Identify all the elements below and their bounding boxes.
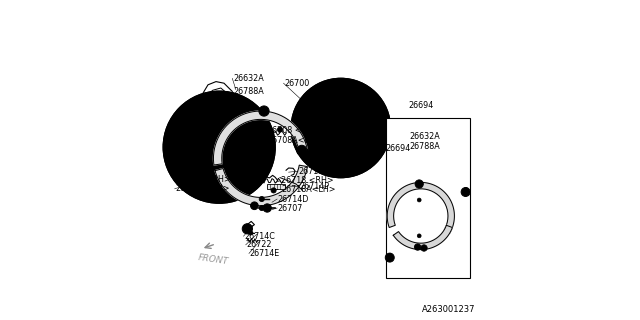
Text: 26642: 26642 bbox=[363, 111, 388, 120]
Text: 26788A: 26788A bbox=[233, 87, 264, 96]
Text: 26717: 26717 bbox=[298, 167, 324, 176]
Text: 26700: 26700 bbox=[284, 79, 309, 88]
Text: FRONT: FRONT bbox=[198, 253, 230, 266]
Circle shape bbox=[417, 234, 421, 238]
Circle shape bbox=[353, 147, 360, 153]
Text: 26704B<LH>: 26704B<LH> bbox=[175, 184, 230, 193]
Circle shape bbox=[461, 188, 470, 196]
Circle shape bbox=[163, 91, 275, 203]
Text: 26718 <RH>: 26718 <RH> bbox=[281, 176, 333, 185]
Circle shape bbox=[249, 231, 253, 235]
Text: 26722: 26722 bbox=[246, 240, 272, 249]
Text: 1: 1 bbox=[244, 224, 250, 233]
Bar bbox=[268, 184, 285, 189]
Circle shape bbox=[421, 245, 428, 251]
Circle shape bbox=[364, 116, 370, 123]
Circle shape bbox=[263, 204, 271, 212]
Text: 26694: 26694 bbox=[408, 101, 433, 110]
Text: 26718A<LH>: 26718A<LH> bbox=[281, 185, 335, 194]
Text: 26688B: 26688B bbox=[169, 119, 200, 128]
Circle shape bbox=[385, 253, 394, 262]
Circle shape bbox=[259, 205, 264, 211]
Text: 26708A<LH>: 26708A<LH> bbox=[268, 136, 322, 145]
Text: A263001237: A263001237 bbox=[422, 305, 475, 314]
Circle shape bbox=[259, 106, 269, 116]
Circle shape bbox=[297, 145, 307, 156]
Circle shape bbox=[312, 116, 318, 123]
Text: 26707: 26707 bbox=[278, 204, 303, 212]
Circle shape bbox=[417, 198, 421, 202]
Circle shape bbox=[243, 224, 253, 234]
Text: 2: 2 bbox=[463, 188, 468, 196]
Text: 1: 1 bbox=[387, 253, 392, 262]
Polygon shape bbox=[214, 111, 307, 165]
Text: 26704A<RH>: 26704A<RH> bbox=[175, 175, 231, 184]
Circle shape bbox=[322, 147, 328, 153]
Circle shape bbox=[271, 188, 276, 193]
Text: 26632A: 26632A bbox=[233, 74, 264, 83]
Text: 26788A: 26788A bbox=[409, 142, 440, 151]
Circle shape bbox=[187, 132, 191, 136]
Text: 26632A: 26632A bbox=[409, 132, 440, 141]
Polygon shape bbox=[215, 165, 307, 206]
Polygon shape bbox=[393, 225, 452, 250]
Circle shape bbox=[291, 78, 390, 178]
Text: 26708 <RH>: 26708 <RH> bbox=[268, 126, 320, 135]
Text: 26714C: 26714C bbox=[244, 232, 275, 241]
Bar bbox=[385, 118, 470, 278]
Circle shape bbox=[415, 180, 424, 188]
Circle shape bbox=[278, 127, 283, 132]
Text: 26714P: 26714P bbox=[300, 182, 330, 191]
Polygon shape bbox=[387, 182, 454, 233]
Circle shape bbox=[250, 202, 258, 210]
Text: 26714E: 26714E bbox=[250, 249, 280, 258]
Circle shape bbox=[393, 119, 401, 127]
Circle shape bbox=[338, 98, 344, 104]
Text: 26694: 26694 bbox=[385, 144, 411, 153]
Circle shape bbox=[259, 196, 264, 202]
Text: 2: 2 bbox=[299, 146, 305, 155]
Circle shape bbox=[415, 244, 421, 250]
Text: 26714D: 26714D bbox=[278, 195, 309, 204]
